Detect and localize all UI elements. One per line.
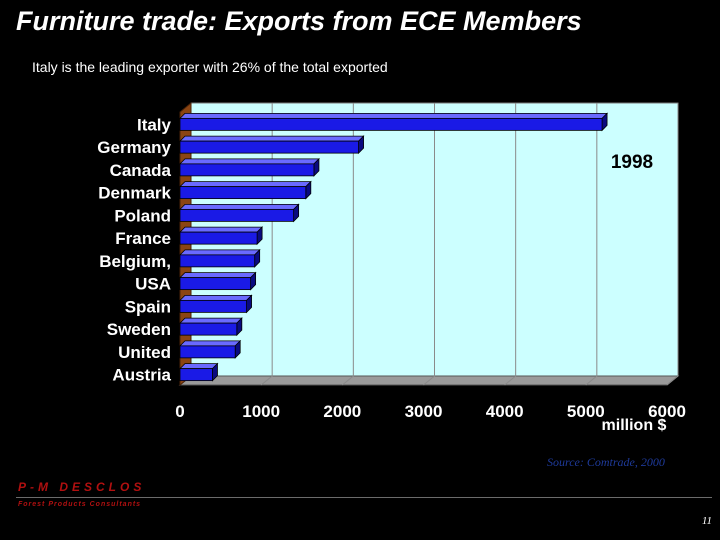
year-label: 1998 xyxy=(611,152,653,173)
gridline xyxy=(504,103,517,386)
brand-logo: P-M DESCLOS xyxy=(18,480,146,494)
bar xyxy=(179,186,307,200)
x-axis-label: million $ xyxy=(602,417,667,434)
bar xyxy=(179,231,258,245)
gridline xyxy=(666,103,679,386)
x-tick-label: 5000 xyxy=(567,402,605,421)
bar-top xyxy=(179,158,320,165)
category-label: Belgium, xyxy=(99,252,171,271)
slide-subtitle: Italy is the leading exporter with 26% o… xyxy=(32,59,388,75)
bar xyxy=(179,345,236,359)
gridline xyxy=(585,103,598,386)
category-label: France xyxy=(115,229,171,248)
x-tick-label: 0 xyxy=(175,402,184,421)
source-note: Source: Comtrade, 2000 xyxy=(547,455,665,469)
category-label: Sweden xyxy=(107,320,171,339)
gridline xyxy=(342,103,354,386)
x-tick-label: 3000 xyxy=(405,402,443,421)
category-label: Austria xyxy=(112,366,171,385)
bar xyxy=(179,140,359,154)
bar xyxy=(179,117,603,131)
footer-divider xyxy=(16,497,712,498)
category-label: Canada xyxy=(110,161,172,180)
x-tick-label: 1000 xyxy=(242,402,280,421)
category-label: Spain xyxy=(125,297,171,316)
bar-top xyxy=(179,294,253,301)
bar-top xyxy=(179,181,312,188)
bar xyxy=(179,208,295,222)
bar-top xyxy=(179,272,257,279)
bar xyxy=(179,368,213,382)
slide-title: Furniture trade: Exports from ECE Member… xyxy=(16,6,582,36)
bar-top xyxy=(179,317,243,324)
category-label: Denmark xyxy=(98,184,171,203)
x-tick-label: 6000 xyxy=(648,402,686,421)
category-label: Poland xyxy=(114,206,171,225)
category-label: United xyxy=(118,343,171,362)
category-label: Italy xyxy=(137,115,172,134)
bar-top xyxy=(179,226,264,233)
bar xyxy=(179,277,252,291)
bar xyxy=(179,254,256,268)
bar-top xyxy=(179,363,219,370)
category-label: USA xyxy=(135,275,171,294)
bar-top xyxy=(179,203,300,210)
gridline xyxy=(423,103,435,386)
page-number: 11 xyxy=(701,515,712,527)
bar-top xyxy=(179,112,609,119)
bar-top xyxy=(179,135,365,142)
x-tick-label: 4000 xyxy=(486,402,524,421)
category-label: Germany xyxy=(97,138,171,157)
bar xyxy=(179,322,238,336)
x-tick-label: 2000 xyxy=(323,402,361,421)
bar xyxy=(179,163,315,177)
bar-top xyxy=(179,249,261,256)
bar xyxy=(179,299,247,313)
bar-top xyxy=(179,340,242,347)
brand-tagline: Forest Products Consultants xyxy=(18,501,142,508)
